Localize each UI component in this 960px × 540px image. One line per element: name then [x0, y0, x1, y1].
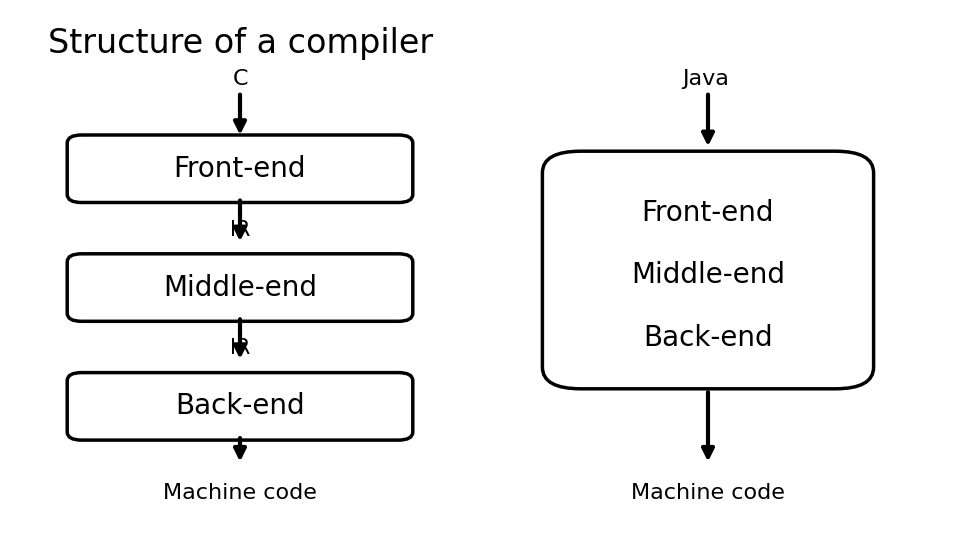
Text: C: C: [232, 69, 248, 89]
Text: Back-end: Back-end: [643, 323, 773, 352]
FancyBboxPatch shape: [67, 254, 413, 321]
Text: Machine code: Machine code: [163, 483, 317, 503]
Text: IR: IR: [229, 219, 251, 240]
Text: Front-end: Front-end: [174, 155, 306, 183]
Text: Java: Java: [683, 69, 729, 89]
Text: Middle-end: Middle-end: [631, 261, 785, 289]
Text: IR: IR: [229, 338, 251, 359]
FancyBboxPatch shape: [67, 373, 413, 440]
FancyBboxPatch shape: [542, 151, 874, 389]
FancyBboxPatch shape: [67, 135, 413, 202]
Text: Front-end: Front-end: [641, 199, 775, 227]
Text: Middle-end: Middle-end: [163, 274, 317, 301]
Text: Back-end: Back-end: [175, 393, 305, 420]
Text: Machine code: Machine code: [631, 483, 785, 503]
Text: Structure of a compiler: Structure of a compiler: [48, 27, 433, 60]
